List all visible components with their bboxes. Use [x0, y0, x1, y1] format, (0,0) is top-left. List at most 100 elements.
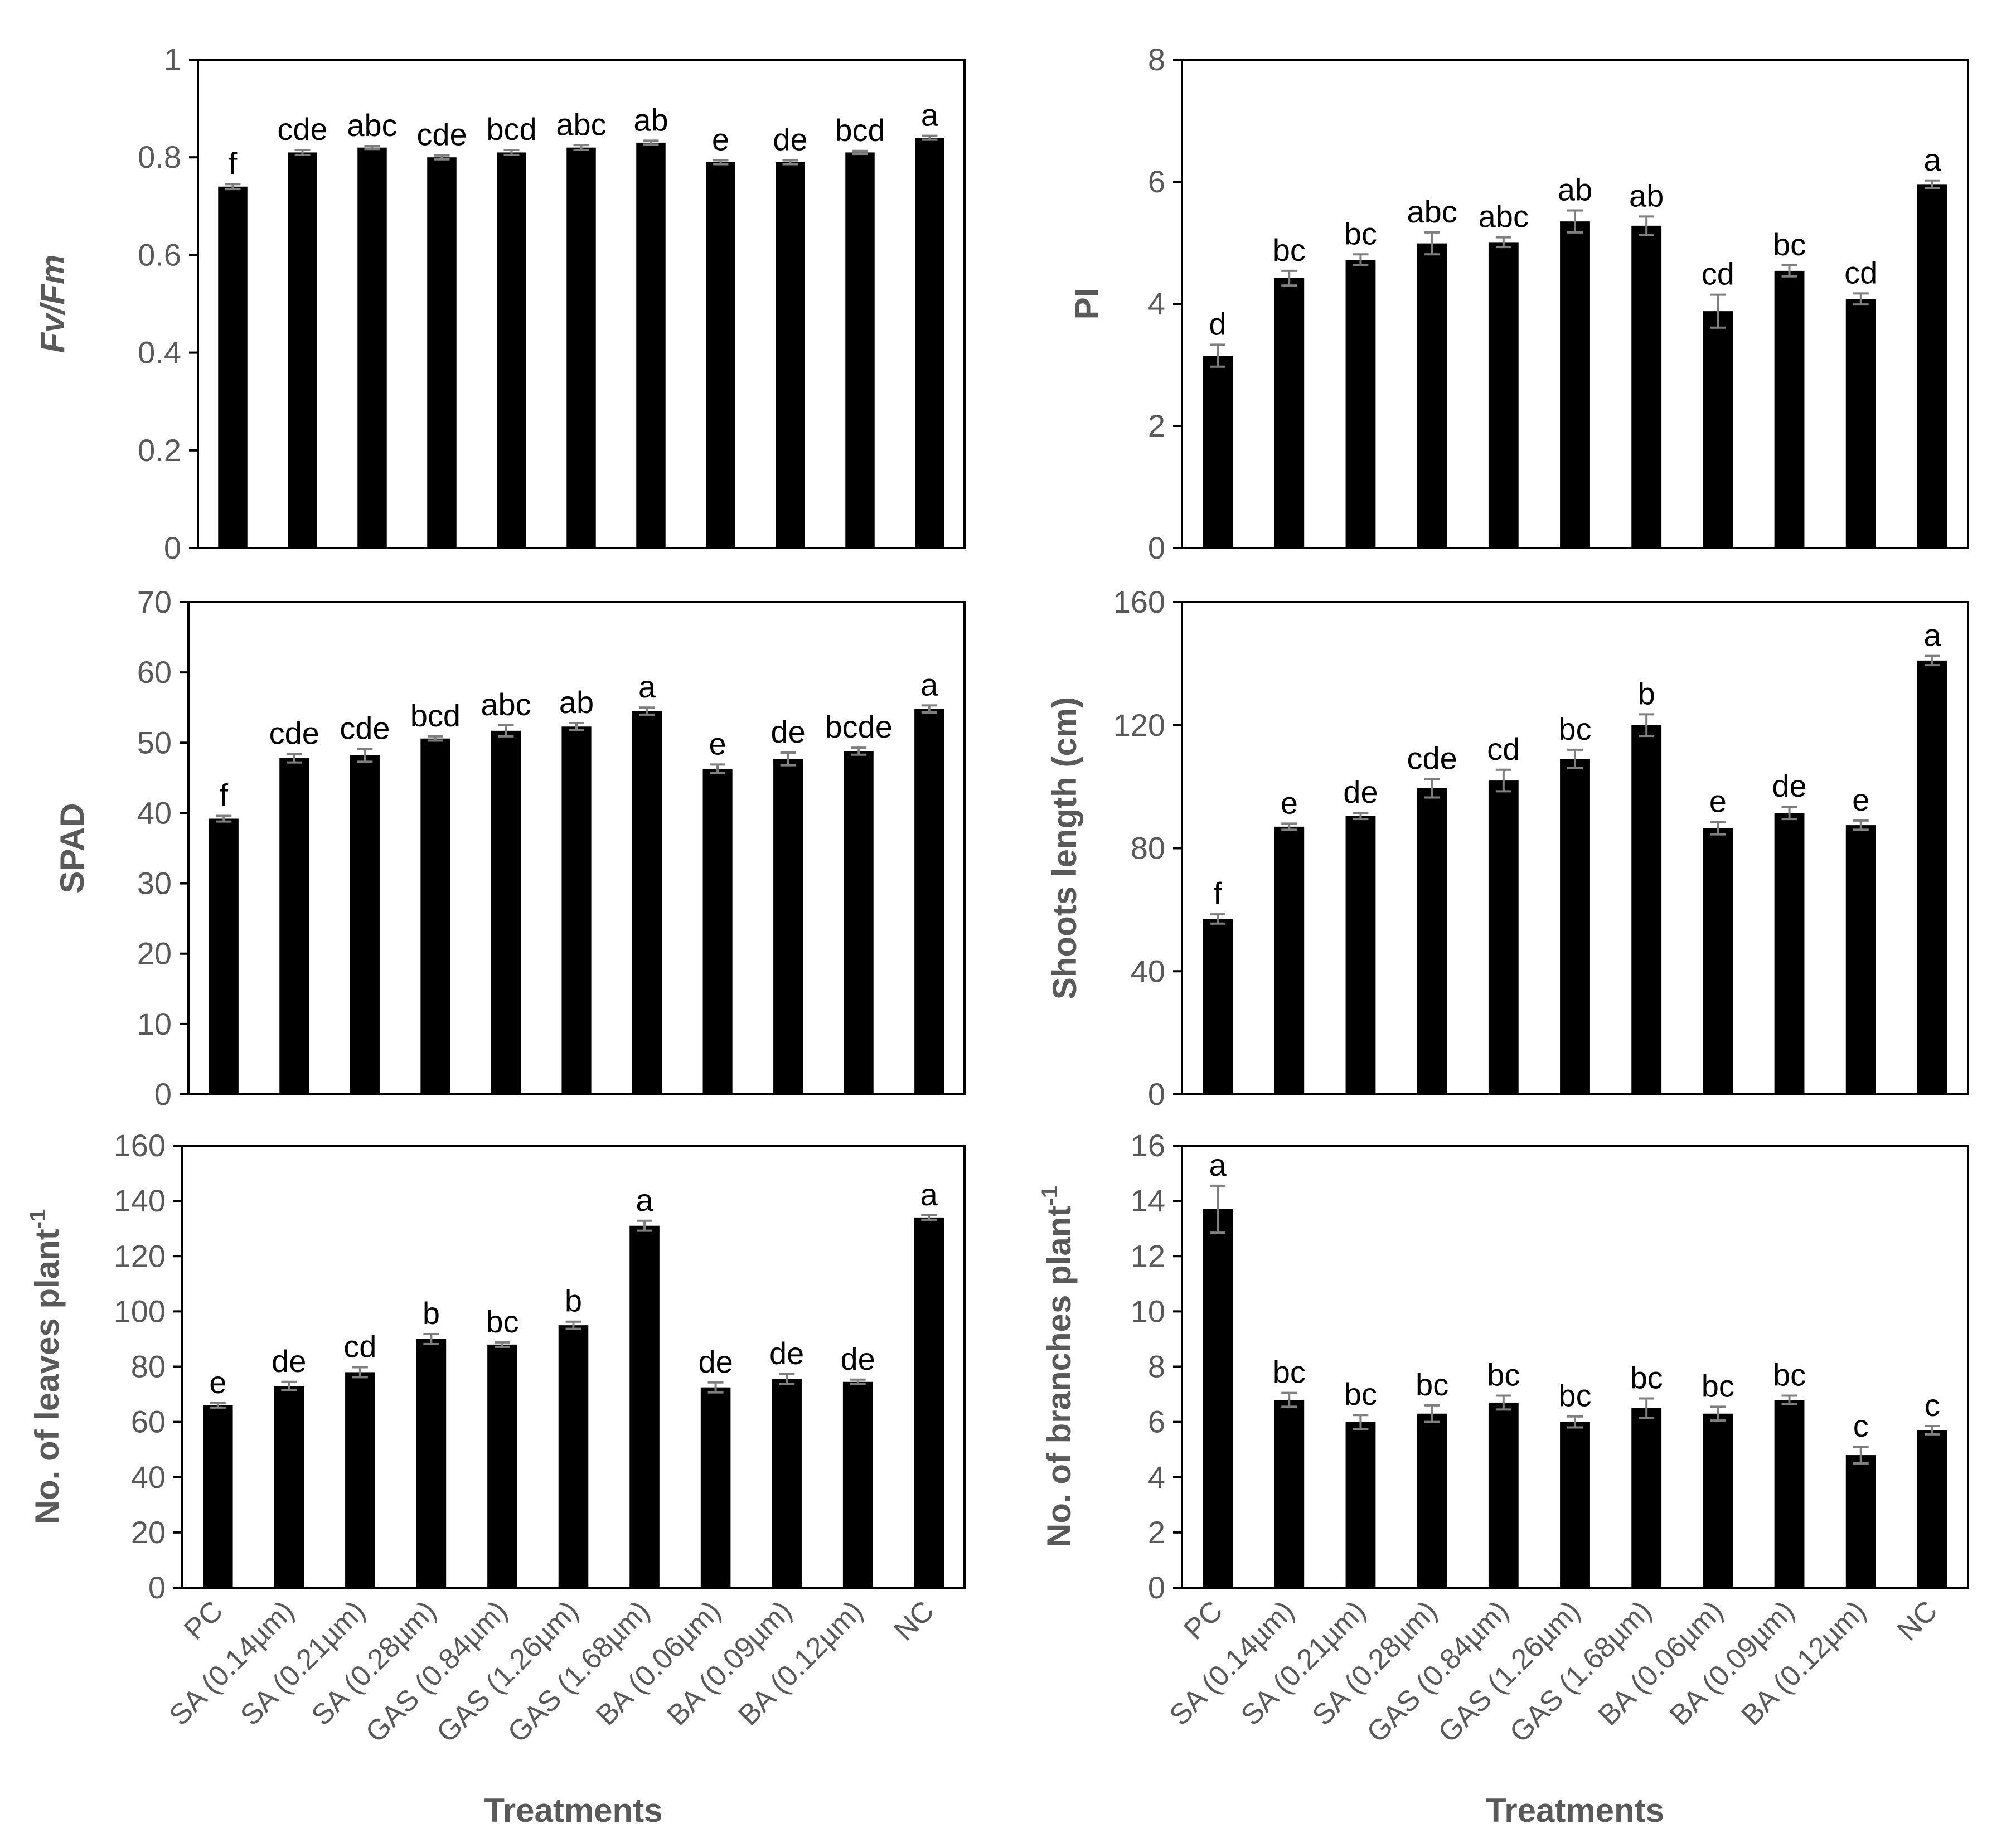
y-tick-label: 60 — [131, 1404, 166, 1439]
chart-panel-leaves: 0 20 40 60 80 100 120 140 160 e de cd b bc b a de de de a No… — [26, 1128, 966, 1829]
significance-letter: a — [636, 1182, 653, 1218]
y-axis-label-text: No. of branches plant — [1040, 1206, 1078, 1548]
bar-spad-4 — [491, 730, 521, 1094]
y-tick-label: 40 — [1131, 953, 1165, 988]
x-axis-label: Treatments — [484, 1792, 662, 1829]
significance-letter: bc — [1773, 1357, 1806, 1393]
bar-leaves-3 — [416, 1339, 447, 1588]
bar-shoots-1 — [1274, 826, 1305, 1094]
significance-letter: cd — [1702, 256, 1734, 292]
significance-letter: de — [773, 122, 807, 157]
bar-leaves-6 — [629, 1225, 660, 1588]
significance-letter: de — [1772, 768, 1806, 803]
y-tick-label: 12 — [1131, 1238, 1165, 1273]
bar-leaves-9 — [842, 1381, 873, 1588]
bar-pi-0 — [1203, 356, 1233, 548]
significance-letter: e — [209, 1365, 226, 1400]
y-tick-label: 120 — [1113, 707, 1165, 743]
significance-letter: bc — [1773, 227, 1806, 262]
y-axis-label-text: Fv/Fm — [34, 255, 71, 353]
y-tick-label: 50 — [137, 725, 172, 760]
bar-spad-0 — [209, 818, 239, 1094]
significance-letter: abc — [1407, 194, 1457, 229]
y-axis-label: Fv/Fm — [34, 255, 71, 353]
bar-spad-8 — [773, 759, 803, 1094]
bar-fvfm-6 — [636, 142, 666, 549]
bar-pi-3 — [1417, 243, 1447, 549]
bar-fvfm-9 — [845, 152, 875, 548]
bar-leaves-8 — [772, 1379, 802, 1588]
bar-spad-1 — [279, 758, 309, 1094]
significance-letter: bc — [1558, 711, 1591, 746]
y-axis-label-superscript: -1 — [1038, 1186, 1062, 1206]
bar-branches-5 — [1560, 1422, 1590, 1588]
bar-branches-10 — [1917, 1430, 1947, 1588]
significance-letter: bc — [486, 1304, 518, 1339]
bar-spad-3 — [420, 738, 450, 1094]
significance-letter: a — [638, 669, 656, 704]
significance-letter: c — [1925, 1388, 1940, 1423]
bar-shoots-8 — [1774, 813, 1805, 1094]
significance-letter: a — [1923, 142, 1941, 177]
y-tick-label: 8 — [1148, 42, 1165, 77]
significance-letter: e — [712, 122, 729, 157]
significance-letter: cde — [340, 711, 390, 746]
bar-pi-10 — [1917, 184, 1947, 548]
bar-shoots-0 — [1203, 919, 1233, 1094]
significance-letter: abc — [481, 687, 531, 722]
bar-fvfm-0 — [218, 186, 248, 548]
significance-letter: cde — [416, 117, 467, 152]
y-tick-label: 0.2 — [138, 433, 181, 468]
bar-fvfm-5 — [566, 147, 596, 548]
bar-spad-10 — [914, 709, 944, 1094]
y-tick-label: 0 — [164, 530, 181, 565]
bar-branches-4 — [1488, 1402, 1519, 1588]
significance-letter: cd — [1487, 731, 1520, 767]
y-tick-label: 80 — [1131, 831, 1165, 866]
bar-shoots-9 — [1845, 825, 1876, 1094]
significance-letter: bc — [1630, 1360, 1663, 1395]
significance-letter: a — [1209, 1147, 1227, 1182]
significance-letter: abc — [347, 108, 397, 143]
bar-pi-8 — [1774, 270, 1805, 548]
y-axis-label-text: Shoots length (cm) — [1046, 697, 1083, 1000]
y-tick-label: 10 — [137, 1006, 172, 1041]
y-tick-label: 2 — [1148, 1515, 1165, 1550]
category-label: PC — [1177, 1594, 1229, 1646]
y-tick-label: 60 — [137, 654, 172, 690]
y-axis-label-superscript: -1 — [26, 1209, 50, 1229]
y-tick-label: 6 — [1148, 164, 1165, 199]
bar-leaves-1 — [274, 1386, 304, 1588]
bar-branches-8 — [1774, 1399, 1805, 1588]
y-axis-label: No. of branches plant-1 — [1038, 1186, 1078, 1548]
significance-letter: cde — [1407, 740, 1457, 775]
significance-letter: d — [1209, 306, 1227, 341]
y-tick-label: 4 — [1148, 286, 1165, 321]
category-label: PC — [178, 1594, 229, 1646]
y-tick-label: 0 — [148, 1570, 166, 1605]
bar-leaves-10 — [914, 1217, 944, 1588]
significance-letter: abc — [1479, 199, 1529, 234]
y-tick-label: 6 — [1148, 1404, 1165, 1439]
y-tick-label: 70 — [137, 584, 172, 619]
significance-letter: bcd — [410, 698, 461, 733]
y-tick-label: 120 — [114, 1238, 166, 1273]
bar-pi-7 — [1703, 311, 1733, 548]
bar-branches-2 — [1345, 1422, 1376, 1588]
category-label: NC — [1891, 1594, 1944, 1647]
significance-letter: de — [1343, 774, 1378, 809]
y-tick-label: 0.8 — [138, 139, 181, 174]
bar-fvfm-10 — [915, 138, 944, 548]
significance-letter: a — [920, 1177, 938, 1212]
y-tick-label: 40 — [131, 1459, 166, 1495]
significance-letter: bc — [1273, 1355, 1306, 1390]
bar-spad-6 — [632, 711, 662, 1094]
significance-letter: bc — [1702, 1368, 1734, 1403]
significance-letter: bc — [1558, 1378, 1591, 1413]
y-tick-label: 1 — [164, 42, 181, 77]
bar-fvfm-7 — [706, 162, 735, 549]
